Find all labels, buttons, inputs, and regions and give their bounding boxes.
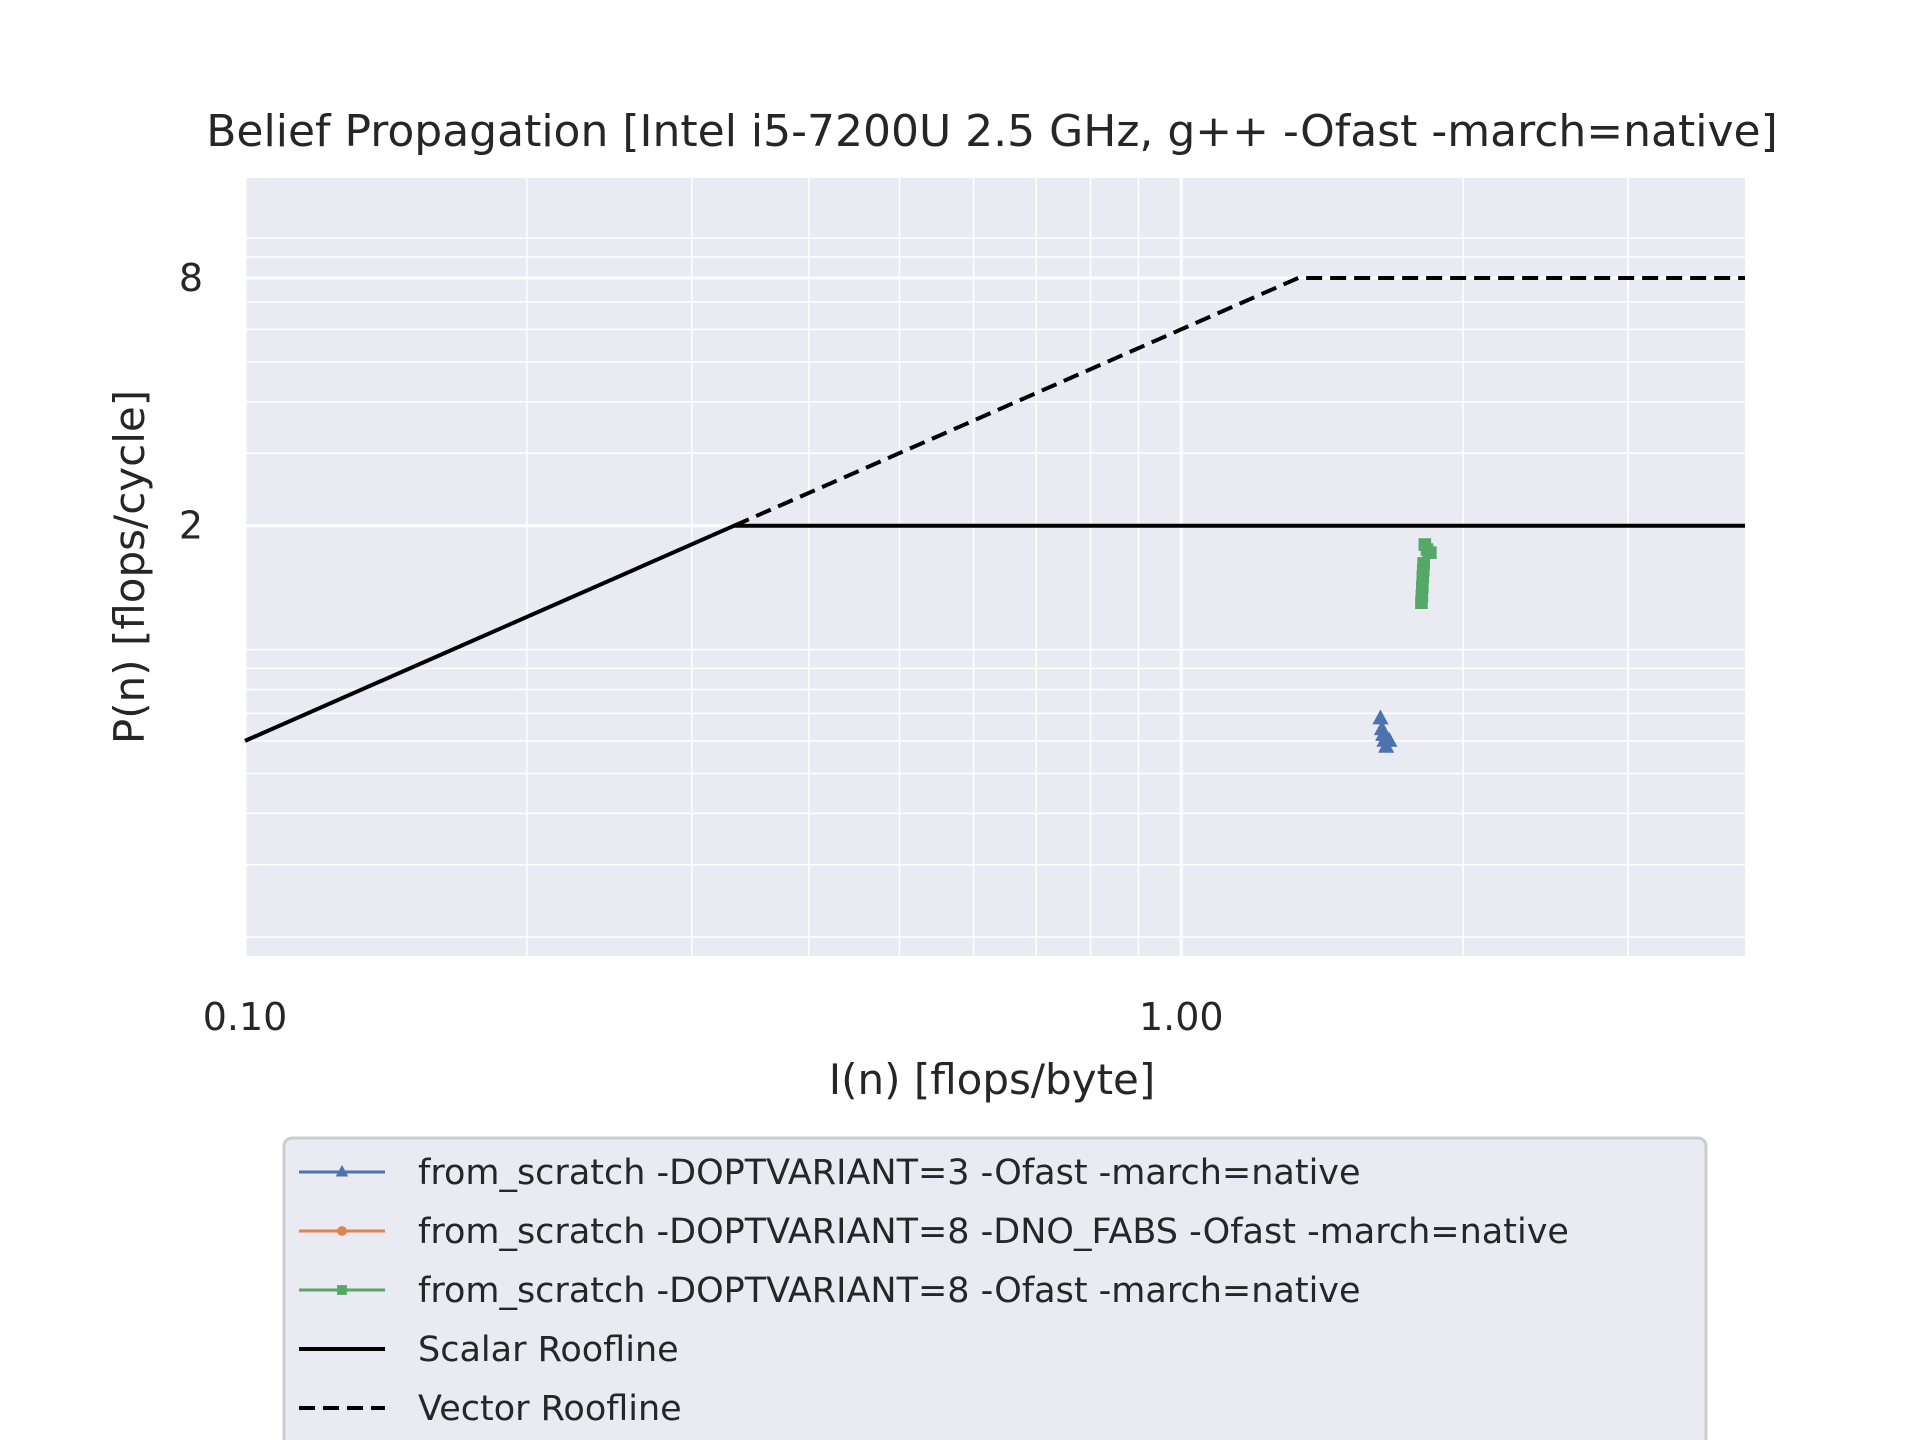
y-tick-label: 8 bbox=[179, 256, 203, 300]
legend-marker bbox=[335, 1165, 349, 1177]
plot-area bbox=[245, 178, 1745, 956]
data-point bbox=[1424, 546, 1437, 559]
y-tick-label: 2 bbox=[179, 504, 203, 548]
legend-label: from_scratch -DOPTVARIANT=8 -DNO_FABS -O… bbox=[418, 1212, 1569, 1252]
legend-label: from_scratch -DOPTVARIANT=8 -Ofast -marc… bbox=[418, 1271, 1361, 1311]
legend-label: Scalar Roofline bbox=[418, 1330, 679, 1370]
legend-label: Vector Roofline bbox=[418, 1389, 682, 1429]
data-point bbox=[1417, 557, 1430, 570]
legend-marker bbox=[337, 1226, 347, 1236]
legend-box bbox=[282, 1136, 1708, 1440]
data-point bbox=[1416, 580, 1429, 594]
series-line-5 bbox=[733, 275, 1745, 528]
data-point bbox=[1381, 731, 1398, 747]
chart-title: Belief Propagation [Intel i5-7200U 2.5 G… bbox=[206, 106, 1778, 157]
legend: from_scratch -DOPTVARIANT=3 -Ofast -marc… bbox=[282, 1136, 1708, 1440]
x-tick-label: 1.00 bbox=[1139, 995, 1224, 1039]
x-tick-label: 0.10 bbox=[203, 995, 288, 1039]
tick-labels: 0.10 1.00 2 8 bbox=[179, 256, 1224, 1039]
series-markers bbox=[1372, 538, 1437, 753]
x-axis-label: I(n) [flops/byte] bbox=[829, 1055, 1156, 1104]
legend-marker bbox=[337, 1285, 347, 1295]
y-axis-label: P(n) [flops/cycle] bbox=[105, 390, 154, 744]
legend-label: from_scratch -DOPTVARIANT=3 -Ofast -marc… bbox=[418, 1153, 1361, 1193]
data-point bbox=[1372, 709, 1389, 725]
